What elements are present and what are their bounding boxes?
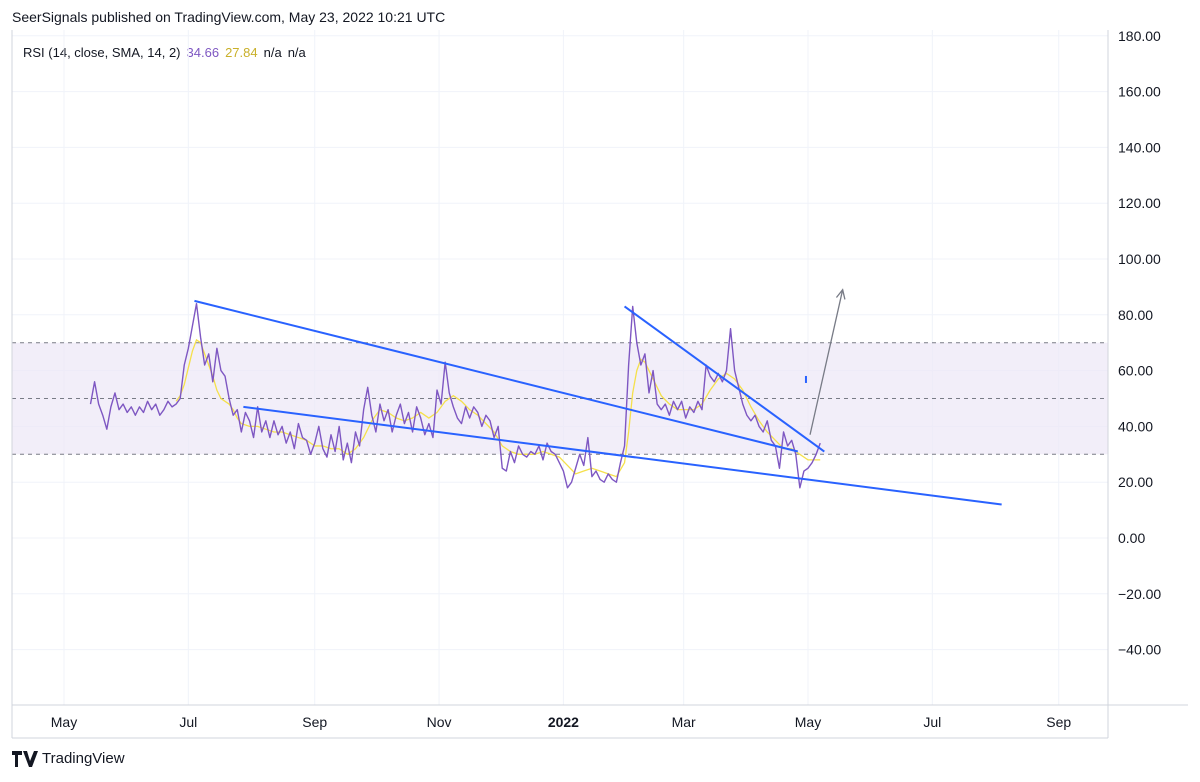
trendline-3[interactable] (623, 305, 825, 453)
tradingview-logo-icon (12, 750, 38, 767)
legend-sma-value: 27.84 (225, 45, 258, 60)
y-tick-label: 60.00 (1118, 363, 1153, 379)
y-tick-label: −20.00 (1118, 586, 1161, 602)
x-tick-label: Jul (179, 714, 197, 730)
arrow-head (835, 288, 846, 300)
y-tick-label: −40.00 (1118, 642, 1161, 658)
y-tick-label: 20.00 (1118, 474, 1153, 490)
legend-na-1: n/a (263, 45, 282, 60)
x-tick-label: Sep (1046, 714, 1071, 730)
x-tick-label: Jul (923, 714, 941, 730)
rsi-line (89, 302, 821, 489)
x-tick-label: 2022 (548, 714, 579, 730)
arrow-shaft[interactable] (809, 289, 844, 435)
legend-rsi-value: 34.66 (186, 45, 220, 60)
trendline-2[interactable] (243, 405, 1002, 506)
y-tick-label: 160.00 (1118, 84, 1161, 100)
tradingview-brand: TradingView (42, 750, 125, 767)
x-tick-label: Nov (427, 714, 452, 730)
x-tick-label: May (795, 714, 821, 730)
x-tick-label: May (51, 714, 77, 730)
y-tick-label: 80.00 (1118, 307, 1153, 323)
y-tick-label: 140.00 (1118, 139, 1161, 155)
trendline-1[interactable] (194, 299, 799, 453)
publish-header: SeerSignals published on TradingView.com… (12, 9, 446, 25)
y-tick-label: 40.00 (1118, 418, 1153, 434)
y-tick-label: 100.00 (1118, 251, 1161, 267)
x-tick-label: Mar (672, 714, 696, 730)
y-tick-label: 0.00 (1118, 530, 1145, 546)
indicator-legend: RSI (14, close, SMA, 14, 2) 34.66 27.84 n/a… (23, 45, 312, 60)
y-tick-label: 180.00 (1118, 28, 1161, 44)
legend-na-2: n/a (287, 45, 306, 60)
legend-indicator-name[interactable]: RSI (14, close, SMA, 14, 2) (23, 45, 181, 60)
tradingview-footer: TradingView (12, 750, 125, 767)
x-tick-label: Sep (302, 714, 327, 730)
y-tick-label: 120.00 (1118, 195, 1161, 211)
